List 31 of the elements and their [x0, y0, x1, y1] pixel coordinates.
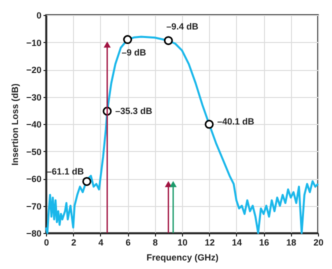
y-tick-label: −80	[26, 228, 42, 238]
annotation: –40.1 dB	[217, 116, 255, 126]
point	[204, 120, 214, 129]
point	[123, 35, 132, 44]
annotation: –35.3 dB	[115, 106, 153, 116]
annotation: –61.1 dB	[46, 166, 84, 176]
x-tick-label: 0	[44, 238, 50, 248]
y-tick-label: −40	[26, 120, 42, 130]
annotation: –9 dB	[122, 48, 147, 58]
y-tick-label: −10	[26, 38, 42, 48]
x-tick-label: 16	[259, 238, 270, 248]
y-tick-label: −50	[26, 146, 42, 157]
x-tick-label: 8	[152, 238, 158, 248]
y-tick-label: −60	[26, 174, 42, 184]
y-tick-label: −20	[26, 65, 42, 75]
y-tick-label: 0	[36, 10, 42, 20]
x-tick-label: 2	[71, 238, 76, 248]
x-axis-title: Frequency (GHz)	[146, 252, 219, 262]
y-tick-label: −30	[26, 92, 42, 102]
x-tick-label: 6	[126, 238, 131, 248]
x-tick-label: 18	[286, 238, 296, 248]
point	[164, 36, 173, 46]
x-tick-label: 12	[204, 238, 215, 248]
y-axis-title: Insertion Loss (dB)	[10, 83, 20, 166]
x-tick-label: 14	[232, 238, 242, 248]
x-tick-label: 4	[98, 238, 104, 248]
x-tick-label: 10	[177, 238, 188, 248]
y-tick-label: −70	[26, 201, 42, 212]
x-tick-label: 20	[313, 238, 324, 248]
point	[82, 176, 92, 186]
annotation: –9.4 dB	[166, 22, 199, 32]
